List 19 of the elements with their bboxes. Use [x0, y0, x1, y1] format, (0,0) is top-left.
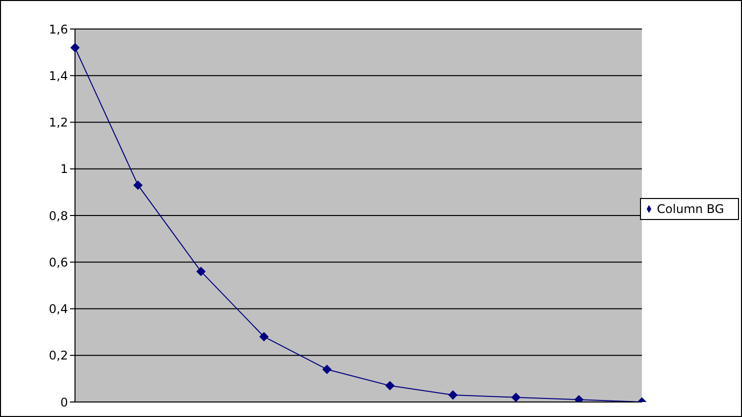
- point: [448, 390, 458, 400]
- y-tick-label: 0,2: [48, 348, 68, 363]
- y-tick-label: 0: [60, 395, 68, 410]
- legend-label: Column BG: [656, 202, 724, 216]
- y-tick-label: 0,8: [48, 208, 68, 223]
- point: [133, 180, 142, 190]
- point: [70, 43, 80, 52]
- y-tick-label: 0,4: [48, 302, 68, 316]
- y-tick-label: 0,6: [48, 255, 68, 270]
- y-tick-label: 1,4: [48, 68, 68, 83]
- point: [196, 266, 206, 276]
- y-tick-label: 1,2: [48, 116, 68, 130]
- point: [259, 332, 268, 342]
- y-tick-label: 1: [60, 162, 68, 176]
- y-tick-label: 1,6: [48, 22, 68, 36]
- point: [322, 364, 332, 374]
- point: [511, 392, 520, 402]
- point: [574, 395, 584, 402]
- point: [385, 381, 394, 390]
